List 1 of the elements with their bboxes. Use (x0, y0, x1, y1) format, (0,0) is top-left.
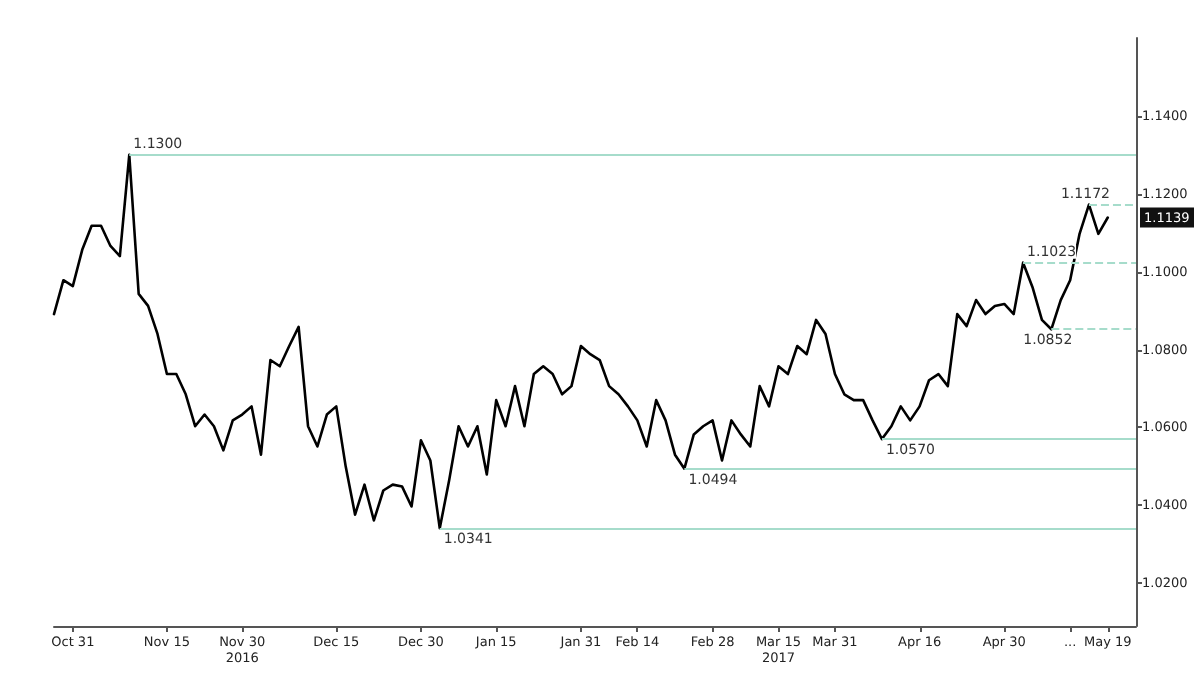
line-series (52, 153, 1110, 530)
